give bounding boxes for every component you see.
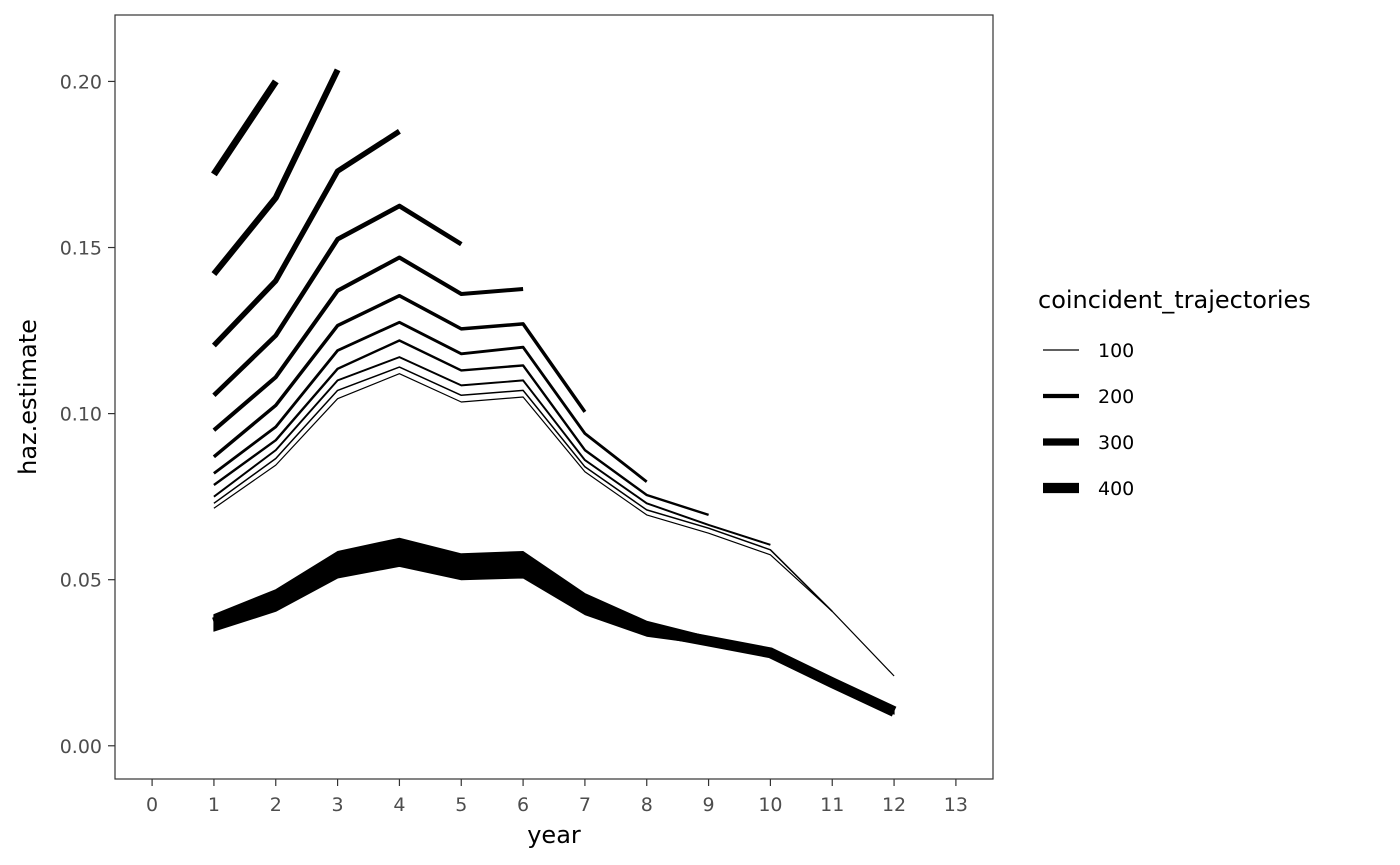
legend-label-100: 100 [1098, 340, 1134, 362]
y-axis-title: haz.estimate [14, 319, 42, 475]
x-axis-title: year [527, 821, 581, 849]
series-line-5 [213, 320, 648, 483]
series-line-10 [211, 68, 341, 277]
panel-border [114, 14, 994, 780]
x-tick-label: 11 [820, 794, 844, 816]
x-tick-label: 3 [332, 794, 344, 816]
series-line-9 [211, 129, 401, 348]
y-tick-label: 0.00 [60, 736, 102, 758]
x-axis: 0 1 2 3 4 5 6 7 8 9 10 11 12 13 [146, 779, 968, 816]
y-tick-label: 0.15 [60, 238, 102, 260]
x-tick-label: 12 [882, 794, 906, 816]
bottom-band [213, 537, 895, 715]
series-line-6 [212, 293, 587, 459]
legend: coincident_trajectories 100 200 300 400 [1038, 286, 1311, 500]
y-tick-label: 0.20 [60, 71, 102, 93]
series-line-2 [213, 366, 833, 612]
y-tick-label: 0.05 [60, 570, 102, 592]
x-tick-label: 10 [758, 794, 782, 816]
legend-label-400: 400 [1098, 478, 1134, 500]
x-tick-label: 9 [703, 794, 715, 816]
legend-label-200: 200 [1098, 386, 1134, 408]
x-tick-label: 0 [146, 794, 158, 816]
x-tick-label: 2 [270, 794, 282, 816]
x-tick-label: 7 [579, 794, 591, 816]
series-line-1 [213, 373, 895, 677]
x-tick-label: 6 [517, 794, 529, 816]
legend-entries: 100 200 300 400 [1043, 340, 1134, 500]
plot-panel [114, 14, 994, 780]
legend-title: coincident_trajectories [1038, 286, 1311, 314]
x-tick-label: 5 [455, 794, 467, 816]
series-line-11 [211, 79, 279, 177]
x-tick-label: 4 [393, 794, 405, 816]
series-line-8 [212, 203, 463, 397]
x-tick-label: 8 [641, 794, 653, 816]
data-lines [211, 68, 897, 717]
x-tick-label: 13 [944, 794, 968, 816]
y-axis: 0.00 0.05 0.10 0.15 0.20 [60, 71, 115, 758]
series-line-3 [213, 356, 771, 546]
y-tick-label: 0.10 [60, 404, 102, 426]
x-tick-label: 1 [208, 794, 220, 816]
series-line-4 [213, 339, 709, 517]
series-line-7 [212, 255, 524, 432]
legend-label-300: 300 [1098, 432, 1134, 454]
